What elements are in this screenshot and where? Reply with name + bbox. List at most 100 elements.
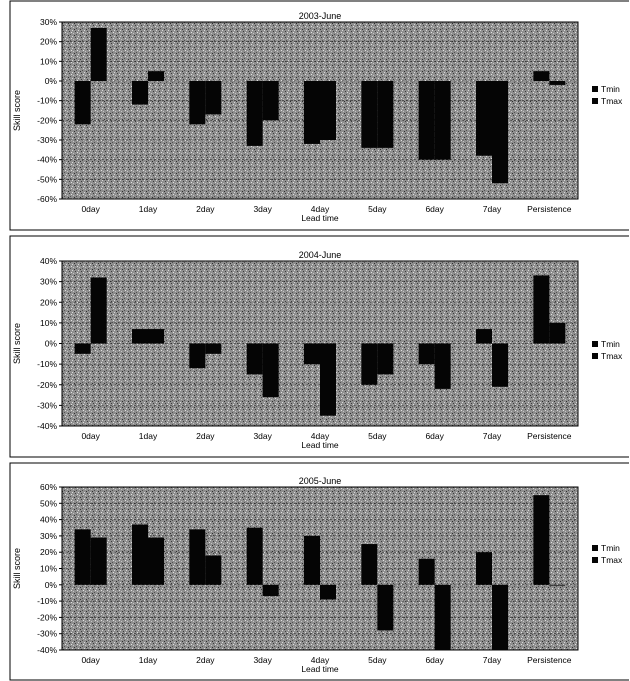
panel-frame [9, 462, 629, 681]
y-tick-label: -40% [37, 645, 57, 655]
y-tick-label: -20% [37, 380, 57, 390]
y-tick-label: 10% [40, 56, 57, 66]
x-tick-label: Persistence [527, 204, 572, 214]
bar-tmin-4day [304, 343, 320, 365]
bar-tmax-persistence [549, 81, 566, 85]
bar-tmax-7day [492, 343, 508, 387]
chart-title: 2005-June [299, 476, 342, 486]
panel-frame [9, 0, 629, 231]
bar-tmax-6day [434, 584, 451, 650]
y-tick-label: 0% [45, 580, 58, 590]
y-tick-label: 0% [45, 339, 58, 349]
bar-tmin-2day [189, 343, 206, 369]
y-tick-label: -20% [37, 612, 57, 622]
x-tick-label: 7day [483, 431, 502, 441]
chart-panel-1: 2003-June -60% -50% -40% -30% -20% -10% 0% 10% 20… [9, 0, 629, 231]
bar-tmin-3day [246, 527, 263, 585]
chart-panel-3: 2005-June -40% -30% -20% -10% 0% 10% 20% 30% 40% 5… [9, 462, 629, 681]
bar-tmax-0day [90, 27, 107, 81]
y-tick-label: 20% [40, 37, 57, 47]
x-tick-label: 6day [425, 431, 444, 441]
x-tick-label: 4day [311, 431, 330, 441]
chart-panel-2: 2004-June -40% -30% -20% -10% 0% 10% 20% 30% 40% S… [9, 235, 629, 458]
y-tick-label: -30% [37, 629, 57, 639]
bar-tmin-5day [361, 81, 378, 148]
legend-label: Tmax [601, 351, 623, 361]
bar-tmin-persistence [533, 495, 550, 585]
y-tick-label: -40% [37, 155, 57, 165]
y-tick-label: -10% [37, 596, 57, 606]
bar-tmax-2day [205, 343, 222, 354]
x-tick-label: 0day [81, 431, 100, 441]
y-tick-label: 40% [40, 256, 57, 266]
x-tick-label: 3day [253, 655, 272, 665]
legend-swatch [592, 545, 598, 551]
bar-tmin-0day [74, 529, 91, 585]
legend-swatch [592, 341, 598, 347]
bar-tmax-5day [377, 584, 394, 631]
x-tick-label: 4day [311, 655, 330, 665]
bar-tmax-2day [205, 555, 222, 585]
bar-tmax-3day [262, 343, 279, 398]
bar-tmin-2day [189, 81, 206, 125]
y-tick-label: -20% [37, 115, 57, 125]
x-axis-title: Lead time [301, 213, 339, 223]
legend-swatch [592, 353, 598, 359]
x-tick-label: 5day [368, 431, 387, 441]
bar-tmin-7day [476, 552, 492, 585]
bar-tmax-1day [148, 537, 164, 585]
x-tick-label: 3day [253, 431, 272, 441]
y-tick-label: 30% [40, 277, 57, 287]
x-tick-label: 5day [368, 204, 387, 214]
bar-tmin-0day [74, 343, 91, 354]
y-tick-label: 10% [40, 564, 57, 574]
y-tick-label: 50% [40, 498, 57, 508]
bar-tmin-6day [418, 558, 435, 585]
x-tick-label: Persistence [527, 655, 572, 665]
legend-swatch [592, 557, 598, 563]
bar-tmin-6day [418, 81, 435, 160]
y-tick-label: -60% [37, 194, 57, 204]
bar-tmin-4day [304, 535, 320, 585]
bar-tmax-persistence [549, 322, 566, 344]
bar-tmin-5day [361, 343, 378, 385]
y-axis-title: Skill score [12, 90, 22, 131]
y-axis-title: Skill score [12, 323, 22, 364]
bar-tmin-persistence [533, 71, 550, 81]
bar-tmax-7day [492, 81, 508, 184]
y-tick-label: -30% [37, 400, 57, 410]
legend-label: Tmin [601, 339, 620, 349]
bar-tmin-6day [418, 343, 435, 365]
x-tick-label: 0day [81, 655, 100, 665]
x-tick-label: 0day [81, 204, 100, 214]
bar-tmin-3day [246, 81, 263, 146]
y-tick-label: 20% [40, 297, 57, 307]
x-tick-label: 1day [139, 655, 158, 665]
y-tick-label: 60% [40, 482, 57, 492]
bar-tmax-2day [205, 81, 222, 115]
bar-tmin-5day [361, 544, 378, 585]
x-tick-label: 5day [368, 655, 387, 665]
legend-label: Tmax [601, 96, 623, 106]
bar-tmin-4day [304, 81, 320, 144]
bar-tmin-2day [189, 529, 206, 585]
bar-tmax-6day [434, 81, 451, 160]
y-tick-label: -10% [37, 96, 57, 106]
bar-tmax-4day [320, 81, 336, 140]
x-tick-label: 2day [196, 204, 215, 214]
bar-tmax-3day [262, 81, 279, 121]
bar-tmin-0day [74, 81, 91, 125]
x-tick-label: 1day [139, 431, 158, 441]
x-tick-label: 4day [311, 204, 330, 214]
bar-tmin-1day [132, 329, 148, 344]
legend-label: Tmin [601, 543, 620, 553]
y-tick-label: -50% [37, 174, 57, 184]
x-tick-label: 3day [253, 204, 272, 214]
x-tick-label: 7day [483, 655, 502, 665]
bar-tmax-5day [377, 343, 394, 375]
y-tick-label: 30% [40, 531, 57, 541]
bar-tmax-5day [377, 81, 394, 148]
y-axis-title: Skill score [12, 548, 22, 589]
bar-tmin-1day [132, 81, 148, 105]
